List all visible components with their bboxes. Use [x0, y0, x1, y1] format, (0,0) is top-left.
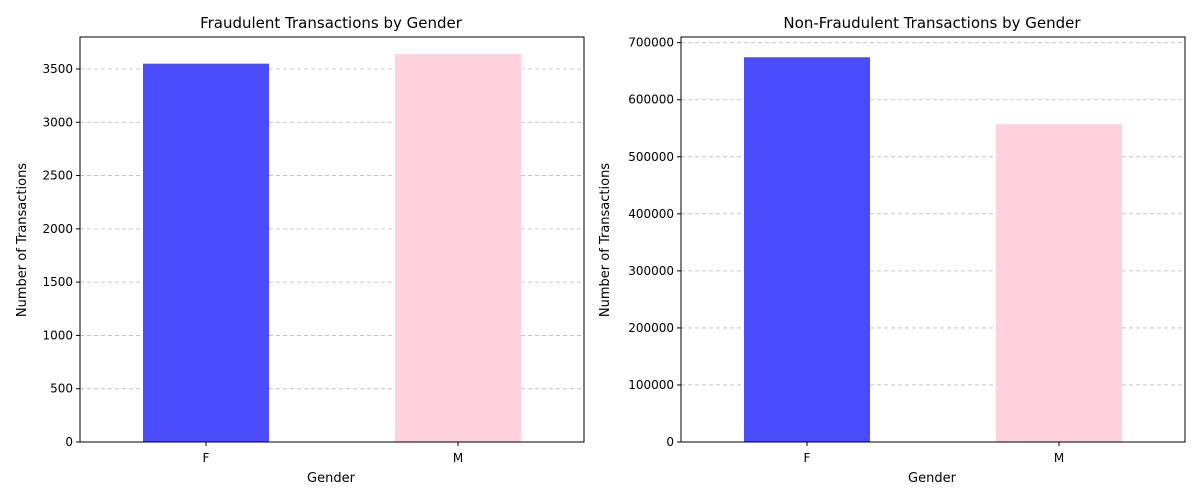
x-tick-label: M	[1054, 451, 1064, 465]
chart-title: Fraudulent Transactions by Gender	[200, 14, 463, 32]
y-tick-label: 500000	[628, 150, 674, 164]
plot-frame	[680, 36, 1186, 443]
y-tick-label: 500	[50, 382, 73, 396]
x-axis-label: Gender	[908, 471, 957, 486]
bar-m	[996, 124, 1122, 442]
bar-f	[744, 57, 870, 442]
fraudulent-chart-panel: Fraudulent Transactions by Gender Gender…	[15, 14, 585, 486]
y-tick-label: 2500	[42, 169, 73, 183]
y-tick-label: 3500	[42, 62, 73, 76]
y-tick-label: 200000	[628, 321, 674, 335]
y-tick-label: 100000	[628, 378, 674, 392]
y-tick-label: 3000	[42, 115, 73, 129]
y-tick-label: 0	[65, 435, 73, 449]
y-tick-label: 400000	[628, 207, 674, 221]
y-axis-label: Number of Transactions	[15, 163, 30, 317]
bar-f	[143, 63, 269, 442]
x-tick-label: M	[453, 451, 463, 465]
y-axis: 0 500 1000 1500 2000 2500 3000 3500	[42, 62, 80, 449]
bar-m	[395, 54, 521, 442]
y-axis-label: Number of Transactions	[598, 163, 613, 317]
y-tick-label: 700000	[628, 36, 674, 50]
chart-title: Non-Fraudulent Transactions by Gender	[783, 14, 1081, 32]
y-axis: 0 100000 200000 300000 400000 500000 600000 700…	[628, 36, 681, 449]
x-axis-label: Gender	[307, 471, 356, 486]
y-tick-label: 1500	[42, 275, 73, 289]
y-tick-label: 0	[666, 435, 674, 449]
non-fraudulent-chart-panel: Non-Fraudulent Transactions by Gender Ge…	[598, 14, 1186, 486]
x-tick-label: F	[203, 451, 210, 465]
x-tick-label: F	[804, 451, 811, 465]
bars	[744, 57, 1122, 442]
y-tick-label: 600000	[628, 93, 674, 107]
y-tick-label: 2000	[42, 222, 73, 236]
plot-frame	[79, 36, 585, 443]
y-tick-label: 300000	[628, 264, 674, 278]
bars	[143, 54, 521, 442]
y-tick-label: 1000	[42, 328, 73, 342]
